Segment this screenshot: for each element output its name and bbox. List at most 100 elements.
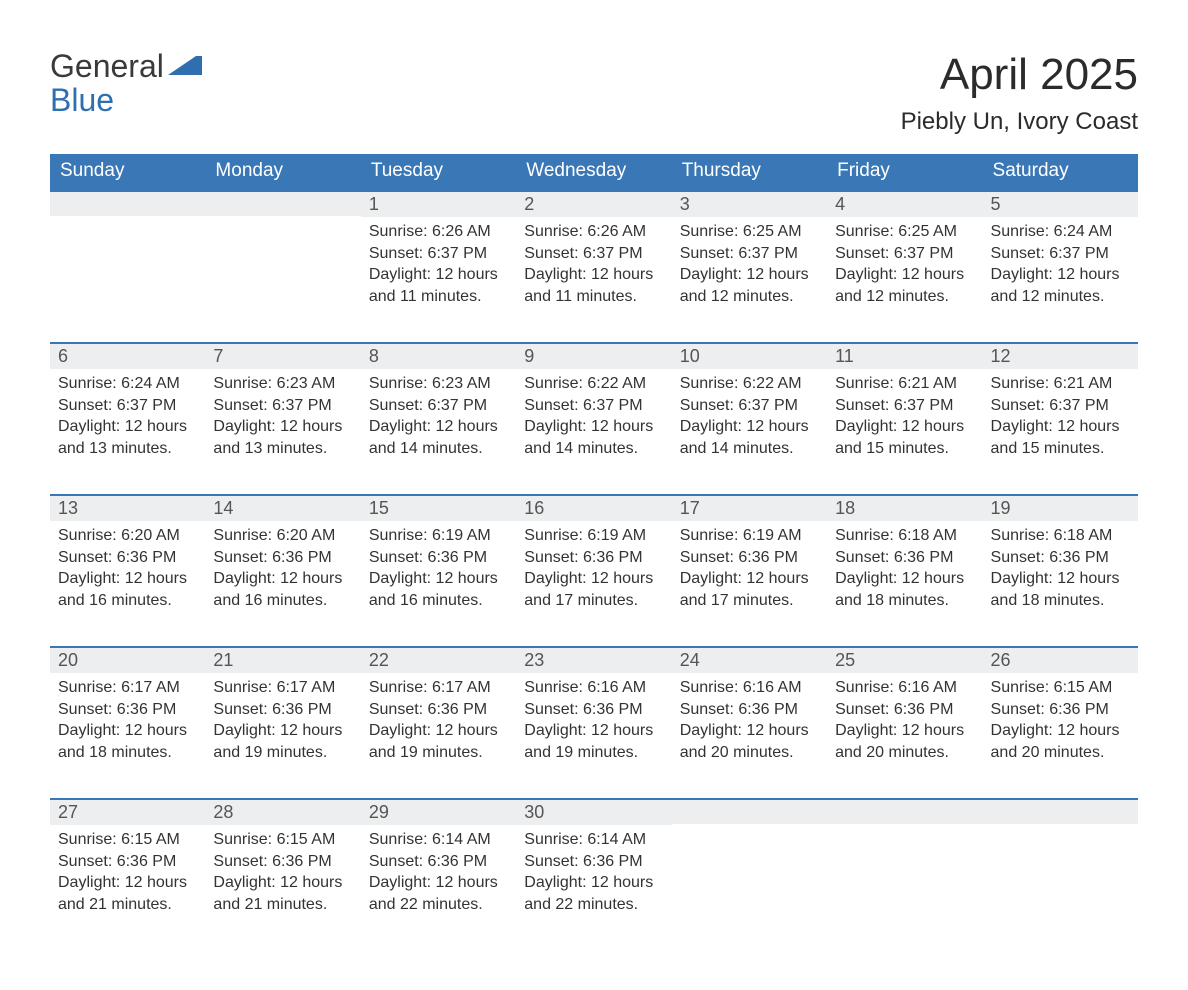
day-daylight: Daylight: 12 hours and 14 minutes. [680, 416, 819, 459]
day-number: 7 [205, 342, 360, 369]
day-sunrise: Sunrise: 6:15 AM [991, 677, 1130, 699]
day-body: Sunrise: 6:22 AMSunset: 6:37 PMDaylight:… [672, 369, 827, 465]
calendar-week: 1Sunrise: 6:26 AMSunset: 6:37 PMDaylight… [50, 190, 1138, 342]
calendar-cell: 7Sunrise: 6:23 AMSunset: 6:37 PMDaylight… [205, 342, 360, 494]
day-sunrise: Sunrise: 6:23 AM [213, 373, 352, 395]
day-number: 6 [50, 342, 205, 369]
day-number: 2 [516, 190, 671, 217]
day-body: Sunrise: 6:25 AMSunset: 6:37 PMDaylight:… [672, 217, 827, 313]
day-body: Sunrise: 6:14 AMSunset: 6:36 PMDaylight:… [516, 825, 671, 921]
calendar-page: General Blue April 2025 Piebly Un, Ivory… [0, 0, 1188, 990]
day-daylight: Daylight: 12 hours and 20 minutes. [680, 720, 819, 763]
day-sunset: Sunset: 6:36 PM [524, 699, 663, 721]
day-sunset: Sunset: 6:37 PM [58, 395, 197, 417]
day-body: Sunrise: 6:24 AMSunset: 6:37 PMDaylight:… [50, 369, 205, 465]
day-sunset: Sunset: 6:36 PM [835, 547, 974, 569]
day-sunset: Sunset: 6:36 PM [369, 699, 508, 721]
day-sunrise: Sunrise: 6:23 AM [369, 373, 508, 395]
calendar-header-row: SundayMondayTuesdayWednesdayThursdayFrid… [50, 154, 1138, 190]
column-header: Thursday [672, 154, 827, 190]
day-sunset: Sunset: 6:36 PM [213, 699, 352, 721]
day-number: 8 [361, 342, 516, 369]
day-number: 9 [516, 342, 671, 369]
day-daylight: Daylight: 12 hours and 16 minutes. [369, 568, 508, 611]
column-header: Wednesday [516, 154, 671, 190]
calendar-cell: 6Sunrise: 6:24 AMSunset: 6:37 PMDaylight… [50, 342, 205, 494]
column-header: Monday [205, 154, 360, 190]
day-sunset: Sunset: 6:36 PM [369, 851, 508, 873]
day-daylight: Daylight: 12 hours and 11 minutes. [524, 264, 663, 307]
day-sunset: Sunset: 6:36 PM [58, 851, 197, 873]
day-number-empty [983, 798, 1138, 824]
day-body: Sunrise: 6:17 AMSunset: 6:36 PMDaylight:… [50, 673, 205, 769]
day-daylight: Daylight: 12 hours and 16 minutes. [58, 568, 197, 611]
calendar-cell: 18Sunrise: 6:18 AMSunset: 6:36 PMDayligh… [827, 494, 982, 646]
day-number: 15 [361, 494, 516, 521]
day-sunrise: Sunrise: 6:16 AM [835, 677, 974, 699]
calendar-cell: 10Sunrise: 6:22 AMSunset: 6:37 PMDayligh… [672, 342, 827, 494]
day-daylight: Daylight: 12 hours and 13 minutes. [58, 416, 197, 459]
calendar-cell: 13Sunrise: 6:20 AMSunset: 6:36 PMDayligh… [50, 494, 205, 646]
day-daylight: Daylight: 12 hours and 17 minutes. [524, 568, 663, 611]
day-sunrise: Sunrise: 6:18 AM [991, 525, 1130, 547]
day-sunrise: Sunrise: 6:20 AM [213, 525, 352, 547]
logo: General Blue [50, 50, 202, 117]
day-sunset: Sunset: 6:37 PM [991, 243, 1130, 265]
day-number: 4 [827, 190, 982, 217]
calendar-week: 6Sunrise: 6:24 AMSunset: 6:37 PMDaylight… [50, 342, 1138, 494]
day-sunset: Sunset: 6:36 PM [680, 547, 819, 569]
column-header: Tuesday [361, 154, 516, 190]
day-sunrise: Sunrise: 6:16 AM [680, 677, 819, 699]
calendar-cell: 4Sunrise: 6:25 AMSunset: 6:37 PMDaylight… [827, 190, 982, 342]
day-number: 19 [983, 494, 1138, 521]
day-number: 1 [361, 190, 516, 217]
day-number: 28 [205, 798, 360, 825]
day-sunrise: Sunrise: 6:26 AM [369, 221, 508, 243]
calendar-cell: 25Sunrise: 6:16 AMSunset: 6:36 PMDayligh… [827, 646, 982, 798]
column-header: Sunday [50, 154, 205, 190]
calendar-cell: 30Sunrise: 6:14 AMSunset: 6:36 PMDayligh… [516, 798, 671, 950]
day-number: 24 [672, 646, 827, 673]
day-sunset: Sunset: 6:36 PM [524, 547, 663, 569]
day-number: 18 [827, 494, 982, 521]
day-number: 20 [50, 646, 205, 673]
day-daylight: Daylight: 12 hours and 12 minutes. [680, 264, 819, 307]
day-sunset: Sunset: 6:37 PM [524, 243, 663, 265]
page-title: April 2025 [901, 50, 1138, 100]
day-sunrise: Sunrise: 6:22 AM [524, 373, 663, 395]
day-number: 22 [361, 646, 516, 673]
day-number: 13 [50, 494, 205, 521]
day-daylight: Daylight: 12 hours and 16 minutes. [213, 568, 352, 611]
day-number: 17 [672, 494, 827, 521]
calendar-cell [50, 190, 205, 342]
day-daylight: Daylight: 12 hours and 12 minutes. [991, 264, 1130, 307]
day-number: 12 [983, 342, 1138, 369]
day-sunrise: Sunrise: 6:24 AM [58, 373, 197, 395]
day-number-empty [672, 798, 827, 824]
day-sunrise: Sunrise: 6:14 AM [524, 829, 663, 851]
day-sunrise: Sunrise: 6:16 AM [524, 677, 663, 699]
day-body: Sunrise: 6:25 AMSunset: 6:37 PMDaylight:… [827, 217, 982, 313]
day-daylight: Daylight: 12 hours and 19 minutes. [213, 720, 352, 763]
day-sunset: Sunset: 6:36 PM [213, 547, 352, 569]
day-daylight: Daylight: 12 hours and 18 minutes. [58, 720, 197, 763]
day-daylight: Daylight: 12 hours and 22 minutes. [524, 872, 663, 915]
column-header: Friday [827, 154, 982, 190]
day-body: Sunrise: 6:23 AMSunset: 6:37 PMDaylight:… [361, 369, 516, 465]
day-sunset: Sunset: 6:36 PM [991, 547, 1130, 569]
day-body: Sunrise: 6:18 AMSunset: 6:36 PMDaylight:… [827, 521, 982, 617]
day-sunrise: Sunrise: 6:20 AM [58, 525, 197, 547]
day-daylight: Daylight: 12 hours and 18 minutes. [835, 568, 974, 611]
day-sunrise: Sunrise: 6:19 AM [524, 525, 663, 547]
logo-word-2: Blue [50, 84, 202, 118]
calendar-cell: 22Sunrise: 6:17 AMSunset: 6:36 PMDayligh… [361, 646, 516, 798]
day-body: Sunrise: 6:17 AMSunset: 6:36 PMDaylight:… [205, 673, 360, 769]
calendar-cell: 29Sunrise: 6:14 AMSunset: 6:36 PMDayligh… [361, 798, 516, 950]
day-body: Sunrise: 6:20 AMSunset: 6:36 PMDaylight:… [205, 521, 360, 617]
day-daylight: Daylight: 12 hours and 20 minutes. [991, 720, 1130, 763]
calendar-cell: 23Sunrise: 6:16 AMSunset: 6:36 PMDayligh… [516, 646, 671, 798]
calendar-cell: 27Sunrise: 6:15 AMSunset: 6:36 PMDayligh… [50, 798, 205, 950]
day-sunset: Sunset: 6:37 PM [213, 395, 352, 417]
day-body: Sunrise: 6:21 AMSunset: 6:37 PMDaylight:… [827, 369, 982, 465]
day-body: Sunrise: 6:16 AMSunset: 6:36 PMDaylight:… [516, 673, 671, 769]
